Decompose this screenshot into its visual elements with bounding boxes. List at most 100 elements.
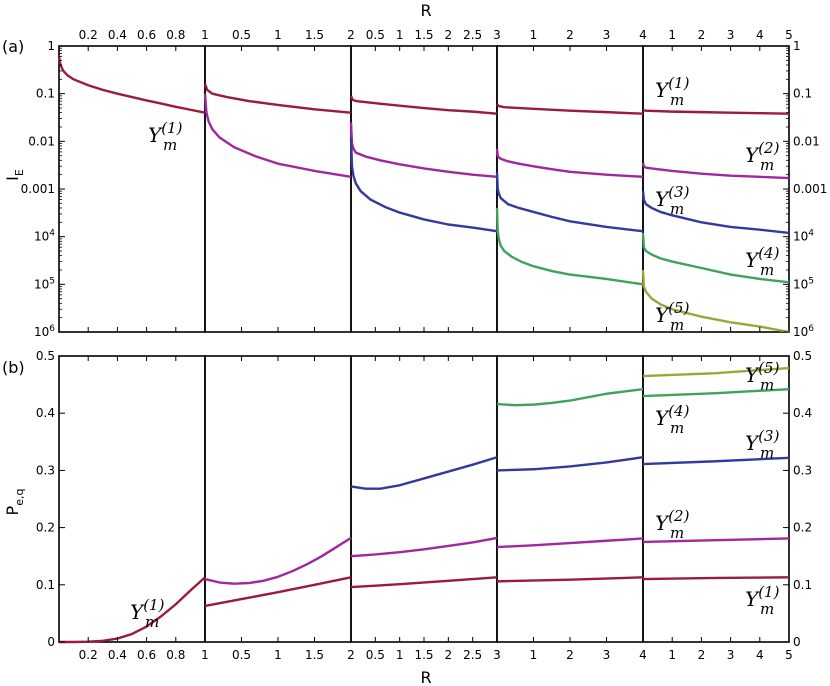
top-xtick-label: 2 [698,28,706,42]
bottom-curve-y2-panel-4 [496,537,644,549]
svg-text:Pe,q: Pe,q [3,489,26,516]
top-xtick-label: 2 [347,28,355,42]
top-curve-y2-panel-2 [203,93,352,179]
top-xtick-label: 3 [727,28,735,42]
bottom-series-label-y2-5: Y(2) m [655,507,690,542]
bottom-xtick-label: 3 [603,648,611,662]
bottom-curve-y1-panel-2 [204,576,352,608]
top-xtick-label: 0.5 [232,28,251,42]
bottom-ytick-label: 0.4 [793,406,812,420]
y-axis-title-bottom-sub: e,q [13,489,26,506]
bottom-xtick-label: 1.5 [414,648,433,662]
bottom-xtick-label: 3 [493,648,501,662]
bottom-xtick-label: 0.5 [366,648,385,662]
bottom-xtick-label: 1.5 [305,648,324,662]
top-series-label-y5-6: Y(5) m [655,299,690,334]
bottom-xtick-label: 5 [785,648,793,662]
top-subpanel-frame-1 [58,45,206,333]
top-xtick-label: 1 [274,28,282,42]
bottom-curve-y2-panel-5 [642,537,790,544]
bottom-ytick-label: 0.3 [36,463,55,477]
bottom-curve-y3-panel-3 [350,456,498,490]
top-curve-y2-panel-3 [349,122,498,179]
top-curve-y4-panel-4 [495,207,644,286]
top-xtick-label: 2 [445,28,453,42]
bottom-xtick-label: 2.5 [463,648,482,662]
bottom-curve-y1-panel-3 [350,576,498,589]
top-ytick-label: 104 [34,229,55,244]
top-ytick-label: 1 [793,39,801,53]
bottom-ytick-label: 0.2 [36,521,55,535]
panel-label-a: (a) [2,37,24,56]
data-curves [57,56,790,644]
bottom-xtick-label: 2 [566,648,574,662]
top-xtick-label: 1.5 [305,28,324,42]
bottom-curve-y1-panel-1 [59,576,206,644]
top-xtick-label: 0.5 [366,28,385,42]
bottom-series-label-y4-3: Y(4) m [655,402,690,437]
top-ytick-label: 106 [793,324,814,339]
top-subpanel-frame-3 [350,45,498,333]
top-series-label-y3-4: Y(3) m [655,183,690,218]
bottom-xtick-label: 2 [445,648,453,662]
top-curve-y5-panel-5 [641,269,790,334]
top-curve-y2-panel-5 [641,162,790,180]
bottom-ytick-label: 0.1 [36,578,55,592]
top-curve-y1-panel-1 [57,56,206,114]
top-xtick-label: 0.6 [137,28,156,42]
top-xtick-label: 4 [756,28,764,42]
bottom-series-label-y5-2: Y(5) m [745,359,780,394]
top-ytick-label: 106 [34,324,55,339]
top-xtick-label: 2 [566,28,574,42]
bottom-curve-y2-panel-2 [204,536,352,585]
top-ytick-label: 0.001 [21,182,55,196]
top-xtick-label: 0.8 [166,28,185,42]
top-xtick-label: 1 [396,28,404,42]
top-ytick-label: 0.1 [36,87,55,101]
top-curve-y1-panel-4 [496,103,644,115]
top-xtick-label: 3 [603,28,611,42]
top-x-axis-title: R [420,1,431,20]
bottom-ytick-label: 0.1 [793,578,812,592]
top-series-label-y2-3: Y(2) m [745,139,780,174]
bottom-series-label-y3-4: Y(3) m [745,427,780,462]
bottom-ytick-label: 0 [47,635,55,649]
top-xtick-label: 1 [201,28,209,42]
top-curve-y1-panel-2 [203,83,352,114]
bottom-xtick-label: 3 [727,648,735,662]
top-xtick-label: 1.5 [414,28,433,42]
bottom-curve-y1-panel-5 [642,576,790,581]
bottom-curve-y1-panel-4 [496,576,644,583]
bottom-xtick-label: 1 [668,648,676,662]
bottom-series-label-y1-1: Y(1) m [130,596,165,631]
y-axis-title-bottom: Pe,q [3,489,26,516]
top-subpanel-frame-4 [496,45,644,333]
top-ytick-label: 0.01 [793,134,820,148]
bottom-curve-y3-panel-4 [496,456,644,472]
bottom-ytick-label: 0.3 [793,463,812,477]
top-curve-y1-panel-3 [349,95,498,115]
bottom-xtick-label: 1 [274,648,282,662]
bottom-xtick-label: 0.5 [232,648,251,662]
top-series-label-y1-2: Y(1) m [655,74,690,109]
bottom-xtick-label: 0.8 [166,648,185,662]
bottom-subpanel-frame-2 [204,355,352,643]
bottom-xtick-label: 0.4 [108,648,127,662]
top-xtick-label: 1 [530,28,538,42]
top-xtick-label: 5 [785,28,793,42]
top-series-label-y4-5: Y(4) m [745,244,780,279]
y-axis-title-top-sub: E [13,169,26,176]
svg-text:IE: IE [3,169,26,181]
top-xtick-label: 0.2 [79,28,98,42]
bottom-xtick-label: 0.2 [79,648,98,662]
bottom-xtick-label: 1 [530,648,538,662]
bottom-curve-y4-panel-5 [642,387,790,398]
bottom-curve-y4-panel-4 [496,387,644,407]
top-curve-y3-panel-3 [349,137,498,233]
top-ytick-label: 105 [34,276,55,291]
top-ytick-label: 105 [793,276,814,291]
top-xtick-label: 4 [639,28,647,42]
top-ytick-label: 1 [47,39,55,53]
top-curve-y3-panel-5 [641,191,790,235]
